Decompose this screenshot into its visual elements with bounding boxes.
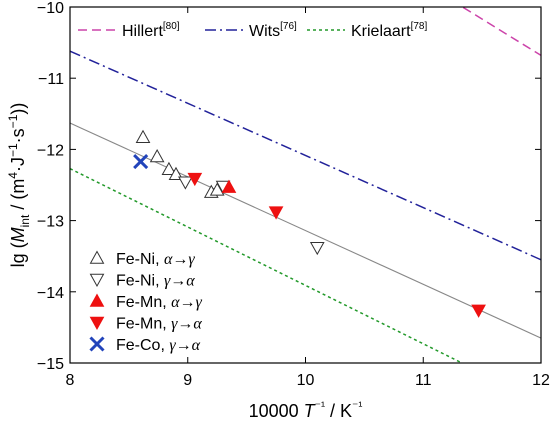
data-points <box>133 129 486 318</box>
x-tick-label: 11 <box>415 372 432 389</box>
legend-citation: [76] <box>280 21 297 32</box>
y-tick-label: −11 <box>38 71 64 88</box>
legend-label-series-3: Fe-Mn, α→γ <box>116 294 203 311</box>
legend-citation: [78] <box>411 21 428 32</box>
data-point-series-4 <box>471 304 486 318</box>
legend-name: Wits <box>249 23 280 40</box>
y-label-part: lg ( <box>8 242 28 267</box>
y-label-part: / (m <box>8 179 28 215</box>
legend-marker-series-4 <box>89 316 105 331</box>
x-label-part: T <box>304 401 317 421</box>
y-label-part: 4 <box>6 172 20 179</box>
y-tick-label: −13 <box>37 214 64 231</box>
legend-label-hillert: Hillert[80] <box>122 21 180 40</box>
x-label-part: / K <box>325 401 352 421</box>
fit-line <box>70 122 541 339</box>
marker-x-stroke <box>133 153 149 170</box>
legend-marker-series-3 <box>89 293 105 307</box>
legend-label-series-2: Fe-Ni, γ→α <box>116 273 195 290</box>
data-point-series-1 <box>135 129 151 143</box>
legend-marker-series-5 <box>89 336 105 352</box>
legend-name: Krielaart <box>351 23 411 40</box>
legend-name: Hillert <box>122 23 163 40</box>
legend-marker-series-2 <box>89 273 105 288</box>
y-label-part: M <box>8 227 28 242</box>
legend-series-name: Fe-Mn, <box>116 294 171 311</box>
data-point-series-3 <box>221 179 237 193</box>
legend-transition: γ→α <box>171 316 202 333</box>
fit-line-layer <box>70 122 541 339</box>
x-tick-label: 10 <box>297 372 315 389</box>
legend-label-wits: Wits[76] <box>249 21 297 40</box>
series-legend: Fe-Ni, α→γFe-Ni, γ→αFe-Mn, α→γFe-Mn, γ→α… <box>89 250 203 354</box>
y-axis-label: lg (Mint / (m4·J−1·s−1)) <box>6 103 32 268</box>
x-label-part: ⁻¹ <box>352 399 362 413</box>
axes: 8 9 10 11 12 −15 −14 −13 −12 −11 −10 <box>37 0 550 389</box>
y-label-part: int <box>18 214 32 227</box>
y-tick-label: −14 <box>37 285 64 302</box>
legend-transition: γ→α <box>164 273 195 290</box>
y-tick-label: −10 <box>37 0 64 17</box>
axis-labels: 10000 T⁻¹ / K⁻¹lg (Mint / (m4·J−1·s−1)) <box>6 103 362 421</box>
y-label-part: −1 <box>6 114 20 128</box>
legend-series-name: Fe-Ni, <box>116 273 164 290</box>
data-point-series-2 <box>309 241 325 256</box>
data-point-series-4 <box>268 206 284 220</box>
legend-series-name: Fe-Mn, <box>116 316 171 333</box>
y-tick-label: −12 <box>37 142 64 159</box>
y-label-part: −1 <box>6 143 20 157</box>
legend-transition: γ→α <box>169 337 200 354</box>
x-tick-label: 12 <box>532 372 550 389</box>
legend-label-series-1: Fe-Ni, α→γ <box>116 251 195 268</box>
legend-series-name: Fe-Ni, <box>116 251 164 268</box>
data-point-series-1 <box>209 182 225 196</box>
legend-label-krielaart: Krielaart[78] <box>351 21 427 40</box>
legend-label-series-5: Fe-Co, γ→α <box>116 337 201 354</box>
y-label-part: ·s <box>8 128 28 143</box>
y-label-part: )) <box>8 103 28 115</box>
data-point-series-2 <box>178 176 193 190</box>
x-axis-label: 10000 T⁻¹ / K⁻¹ <box>249 399 363 421</box>
reference-legend: Hillert[80] Wits[76] Krielaart[78] <box>78 21 427 40</box>
data-point-series-5 <box>133 153 149 170</box>
legend-marker-series-1 <box>89 250 105 264</box>
x-tick-label: 8 <box>66 372 75 389</box>
data-point-series-4 <box>187 172 203 187</box>
x-label-part: 10000 <box>249 401 304 421</box>
legend-series-name: Fe-Co, <box>116 337 169 354</box>
y-label-part: ·J <box>8 157 28 172</box>
reference-lines <box>70 7 541 363</box>
legend-label-series-4: Fe-Mn, γ→α <box>116 316 202 333</box>
data-point-series-1 <box>161 161 177 176</box>
reference-line-wits <box>70 50 541 261</box>
x-tick-label: 9 <box>183 372 192 389</box>
data-point-series-1 <box>149 148 165 163</box>
y-tick-label: −15 <box>37 356 64 373</box>
x-label-part: ⁻¹ <box>315 399 325 413</box>
legend-citation: [80] <box>163 21 180 32</box>
marker-x-stroke <box>89 336 105 352</box>
legend-transition: α→γ <box>171 294 202 311</box>
legend-transition: α→γ <box>164 251 195 268</box>
